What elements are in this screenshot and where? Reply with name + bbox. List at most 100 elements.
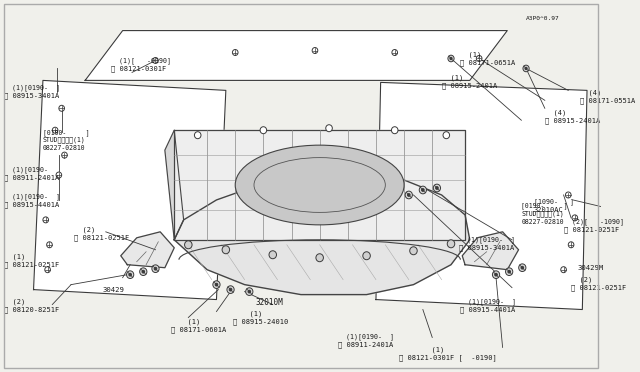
Text: Ⓝ 08911-2401A: Ⓝ 08911-2401A	[3, 175, 59, 181]
Circle shape	[45, 267, 51, 273]
Text: 08227-02810: 08227-02810	[43, 145, 86, 151]
Circle shape	[568, 242, 574, 248]
Text: (1): (1)	[442, 74, 463, 81]
Circle shape	[525, 67, 527, 70]
Text: (2): (2)	[571, 276, 593, 283]
Circle shape	[195, 132, 201, 139]
Circle shape	[410, 247, 417, 255]
Circle shape	[56, 172, 61, 178]
Polygon shape	[121, 232, 174, 268]
Text: Ⓑ 08121-0251F: Ⓑ 08121-0251F	[74, 234, 129, 241]
Polygon shape	[174, 175, 470, 295]
Text: (2): (2)	[3, 298, 25, 305]
Circle shape	[521, 266, 524, 269]
Circle shape	[213, 281, 220, 288]
Circle shape	[215, 283, 218, 286]
Circle shape	[450, 57, 452, 60]
Polygon shape	[376, 82, 587, 310]
Circle shape	[492, 271, 500, 279]
Circle shape	[436, 187, 438, 189]
Circle shape	[47, 242, 52, 248]
Circle shape	[154, 267, 157, 270]
Text: Ⓑ 08171-0551A: Ⓑ 08171-0551A	[580, 97, 636, 104]
Circle shape	[222, 246, 230, 254]
Circle shape	[248, 290, 251, 293]
Text: (1)[0190-  ]: (1)[0190- ]	[3, 84, 60, 91]
Circle shape	[447, 240, 455, 248]
Text: Ⓑ 08121-0301F: Ⓑ 08121-0301F	[111, 65, 166, 72]
Circle shape	[448, 55, 454, 62]
Circle shape	[316, 254, 323, 262]
Circle shape	[232, 49, 238, 55]
Circle shape	[142, 270, 145, 273]
Text: [1090-   ]: [1090- ]	[534, 199, 573, 205]
Circle shape	[52, 127, 58, 133]
Text: Ⓟ 08915-4401A: Ⓟ 08915-4401A	[3, 202, 59, 208]
Circle shape	[572, 215, 578, 221]
Text: STUDスタッド(1): STUDスタッド(1)	[522, 211, 564, 217]
Text: Ⓑ 08121-0251F: Ⓑ 08121-0251F	[571, 284, 627, 291]
Text: Ⓑ 08171-0601A: Ⓑ 08171-0601A	[172, 326, 227, 333]
Circle shape	[523, 65, 529, 72]
Text: (1): (1)	[460, 51, 482, 58]
Text: Ⓑ 08121-0251F: Ⓑ 08121-0251F	[3, 262, 59, 268]
Text: Ⓟ 08915-24010: Ⓟ 08915-24010	[234, 318, 289, 325]
Circle shape	[408, 193, 410, 196]
Polygon shape	[85, 31, 508, 80]
Circle shape	[518, 264, 526, 272]
Text: 30429M: 30429M	[578, 265, 604, 271]
Circle shape	[59, 105, 65, 111]
Ellipse shape	[236, 145, 404, 225]
Text: Ⓟ 08915-3401A: Ⓟ 08915-3401A	[458, 244, 514, 251]
Text: (1): (1)	[3, 253, 25, 260]
Text: (1)[   -0190]: (1)[ -0190]	[111, 57, 172, 64]
Circle shape	[405, 191, 412, 199]
Text: 32010M: 32010M	[256, 298, 284, 307]
Circle shape	[443, 132, 449, 139]
Text: (1)[0190-  ]: (1)[0190- ]	[458, 237, 515, 243]
Polygon shape	[462, 232, 518, 270]
Polygon shape	[165, 130, 184, 240]
Text: (4): (4)	[580, 89, 602, 96]
Text: [0190-     ]: [0190- ]	[43, 129, 90, 135]
Text: 08227-02810: 08227-02810	[522, 219, 564, 225]
Text: STUDスタッド(1): STUDスタッド(1)	[43, 137, 86, 144]
Text: Ⓑ 08121-0301F [  -0190]: Ⓑ 08121-0301F [ -0190]	[399, 354, 497, 361]
Text: (2): (2)	[74, 227, 95, 233]
Circle shape	[326, 125, 332, 132]
Circle shape	[363, 252, 371, 260]
Text: (1): (1)	[241, 310, 262, 317]
Circle shape	[392, 127, 398, 134]
Text: Ⓑ 08171-0651A: Ⓑ 08171-0651A	[460, 59, 516, 66]
Circle shape	[129, 273, 131, 276]
Text: Ⓑ 08121-0251F: Ⓑ 08121-0251F	[564, 227, 619, 233]
Circle shape	[476, 55, 482, 61]
Text: (1): (1)	[179, 318, 200, 325]
Text: Ⓟ 08915-2401A: Ⓟ 08915-2401A	[442, 82, 497, 89]
Circle shape	[227, 286, 234, 294]
Text: (1)[0190-  ]: (1)[0190- ]	[3, 193, 60, 201]
Circle shape	[127, 271, 134, 279]
Circle shape	[422, 189, 424, 191]
Circle shape	[153, 58, 158, 64]
Text: (1)[0190-  ]: (1)[0190- ]	[339, 333, 394, 340]
Circle shape	[433, 184, 440, 192]
Circle shape	[140, 268, 147, 276]
Circle shape	[561, 267, 566, 273]
Text: (1)[0190-  ]: (1)[0190- ]	[460, 298, 516, 305]
Text: 32010AC: 32010AC	[534, 207, 563, 213]
Text: (4): (4)	[545, 109, 566, 116]
Polygon shape	[33, 80, 226, 299]
Circle shape	[269, 251, 276, 259]
Circle shape	[506, 268, 513, 276]
Circle shape	[260, 127, 267, 134]
Text: (2)[   -1090]: (2)[ -1090]	[564, 218, 623, 225]
Text: [0190-     ]: [0190- ]	[522, 202, 568, 209]
Text: A3P0^0.97: A3P0^0.97	[526, 16, 560, 21]
Text: Ⓟ 08915-4401A: Ⓟ 08915-4401A	[460, 306, 516, 313]
Circle shape	[229, 288, 232, 291]
Text: 30429: 30429	[102, 286, 124, 293]
Circle shape	[312, 48, 318, 54]
Text: (1): (1)	[423, 346, 444, 353]
Circle shape	[184, 241, 192, 249]
